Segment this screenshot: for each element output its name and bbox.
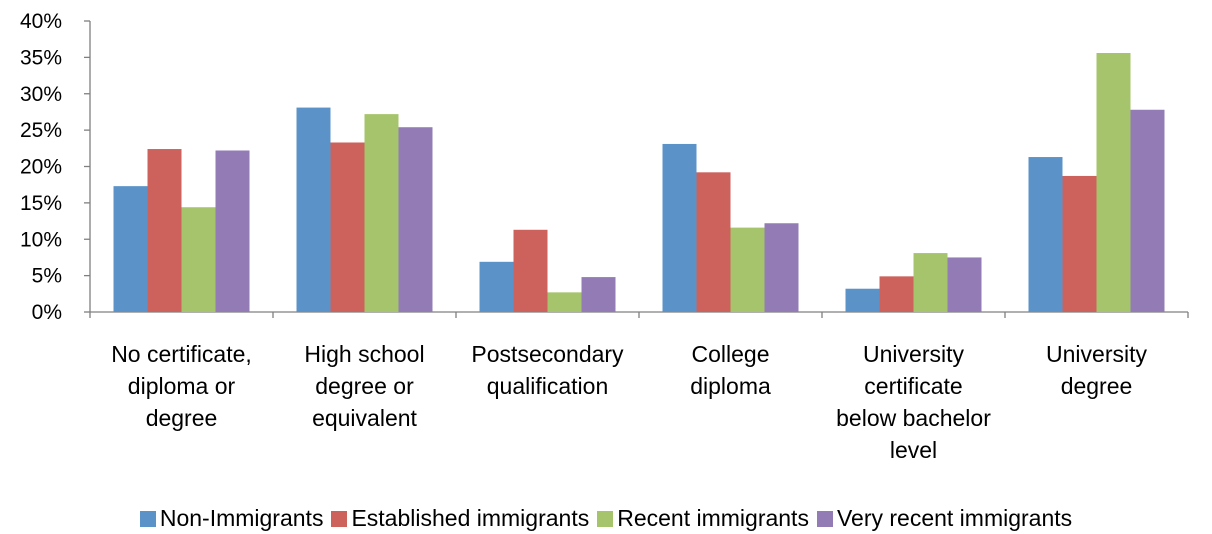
bar-established-immigrants — [879, 276, 914, 312]
y-tick-label: 5% — [32, 265, 62, 288]
bar-recent-immigrants — [913, 253, 948, 312]
bar-recent-immigrants — [547, 292, 582, 312]
category-label: University certificate below bachelor level — [836, 341, 991, 463]
y-tick-label: 40% — [20, 10, 62, 33]
legend-label: Non-Immigrants — [159, 505, 324, 531]
category-label-line: level — [890, 437, 937, 463]
bar-non-immigrants — [845, 288, 880, 312]
legend-item: Very recent immigrants — [816, 505, 1073, 532]
y-tick-label: 10% — [20, 228, 62, 251]
bar-established-immigrants — [513, 229, 548, 312]
category-label: University degree — [1046, 341, 1147, 399]
bar-established-immigrants — [147, 149, 182, 312]
legend-swatch — [139, 510, 156, 527]
category-label: Postsecondary qualification — [471, 341, 624, 399]
bar-non-immigrants — [113, 186, 148, 312]
category-label-line: degree — [146, 405, 218, 431]
category-label-line: University — [863, 341, 964, 367]
category-label: No certificate, diploma or degree — [111, 341, 252, 431]
category-label-line: High school — [304, 341, 424, 367]
bar-very-recent-immigrants — [215, 150, 250, 312]
bars — [113, 53, 1165, 313]
legend-swatch — [816, 510, 833, 527]
category-label-line: University — [1046, 341, 1147, 367]
bar-chart: 0% 5% 10% 15% 20% 25% 30% 35% 40% No certificate… — [20, 10, 1189, 463]
legend-item: Non-Immigrants — [139, 505, 324, 532]
bar-very-recent-immigrants — [947, 257, 982, 312]
bar-recent-immigrants — [1096, 53, 1131, 312]
bar-non-immigrants — [1028, 157, 1063, 312]
bar-established-immigrants — [330, 142, 365, 312]
bar-very-recent-immigrants — [764, 223, 799, 312]
bar-very-recent-immigrants — [581, 277, 616, 312]
bar-established-immigrants — [1062, 175, 1097, 312]
y-tick-label: 15% — [20, 192, 62, 215]
legend-swatch — [597, 510, 614, 527]
y-tick-label: 35% — [20, 46, 62, 69]
legend-swatch — [331, 510, 348, 527]
category-label-line: diploma — [690, 373, 771, 399]
y-tick-label: 0% — [32, 301, 62, 324]
bar-recent-immigrants — [181, 207, 216, 312]
category-label-line: degree — [1061, 373, 1133, 399]
bar-non-immigrants — [296, 107, 331, 312]
category-label-line: No certificate, — [111, 341, 252, 367]
category-label: College diploma — [690, 341, 771, 399]
x-axis — [89, 311, 1189, 318]
bar-non-immigrants — [479, 261, 514, 312]
category-label-line: equivalent — [312, 405, 417, 431]
legend-label: Very recent immigrants — [836, 505, 1073, 531]
category-label-line: certificate — [864, 373, 962, 399]
category-label-line: below bachelor — [836, 405, 991, 431]
bar-established-immigrants — [696, 172, 731, 312]
legend-item: Established immigrants — [331, 505, 589, 532]
category-label-line: Postsecondary — [471, 341, 624, 367]
bar-recent-immigrants — [730, 227, 765, 312]
y-axis: 0% 5% 10% 15% 20% 25% 30% 35% 40% — [20, 10, 91, 324]
category-label-line: qualification — [487, 373, 608, 399]
bar-non-immigrants — [662, 143, 697, 312]
bar-very-recent-immigrants — [398, 127, 433, 312]
legend-item: Recent immigrants — [597, 505, 809, 532]
category-label: High school degree or equivalent — [304, 341, 424, 431]
y-tick-label: 25% — [20, 119, 62, 142]
legend: Non-Immigrants Established immigrants Rece… — [0, 505, 1212, 532]
category-label-line: diploma or — [128, 373, 236, 399]
legend-label: Established immigrants — [351, 505, 590, 531]
category-labels: No certificate, diploma or degree High scho… — [111, 341, 1147, 463]
bar-very-recent-immigrants — [1130, 109, 1165, 312]
y-tick-label: 30% — [20, 83, 62, 106]
category-label-line: College — [692, 341, 770, 367]
category-label-line: degree or — [315, 373, 414, 399]
legend-label: Recent immigrants — [617, 505, 809, 531]
y-tick-label: 20% — [20, 156, 62, 179]
bar-recent-immigrants — [364, 114, 399, 313]
